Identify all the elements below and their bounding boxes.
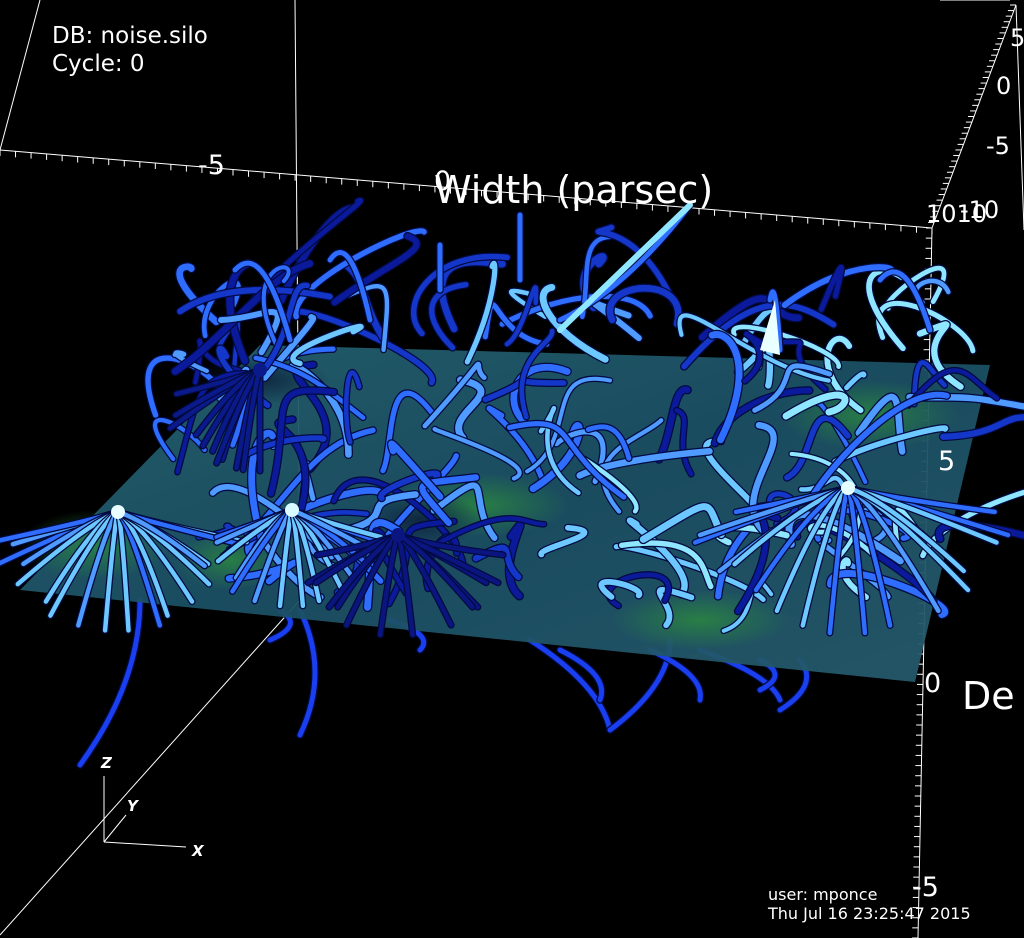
cycle-label: Cycle: 0 bbox=[52, 51, 145, 77]
top-axis-ticks bbox=[0, 150, 933, 234]
y-axis-title: De bbox=[962, 674, 1015, 718]
right-front-tick-label: 5 bbox=[938, 446, 956, 477]
triad-y-label: Y bbox=[127, 797, 138, 815]
top-tick-label: 0 bbox=[434, 166, 452, 197]
x-axis-title: Width (parsec) bbox=[434, 168, 714, 212]
right-back-tick-label: 0 bbox=[996, 72, 1012, 100]
back-axis-ticks bbox=[926, 4, 1016, 229]
right-back-overlap-label: 1010 bbox=[926, 200, 988, 228]
triad-x-label: X bbox=[192, 842, 204, 860]
right-back-tick-label: -5 bbox=[986, 132, 1010, 160]
right-back-tick-label: 5 bbox=[1010, 24, 1024, 52]
right-front-tick-label: 0 bbox=[924, 668, 942, 699]
user-label: user: mponce bbox=[768, 885, 878, 904]
triad-z-label: Z bbox=[101, 754, 112, 772]
right-back-tick-label: -10 bbox=[960, 196, 1000, 224]
top-tick-label: -5 bbox=[198, 150, 225, 181]
right-front-tick-label: -5 bbox=[912, 872, 939, 903]
database-label: DB: noise.silo bbox=[52, 23, 208, 49]
axis-triad bbox=[103, 776, 187, 848]
timestamp-label: Thu Jul 16 23:25:47 2015 bbox=[768, 904, 971, 923]
streamline-bursts bbox=[0, 300, 1012, 639]
